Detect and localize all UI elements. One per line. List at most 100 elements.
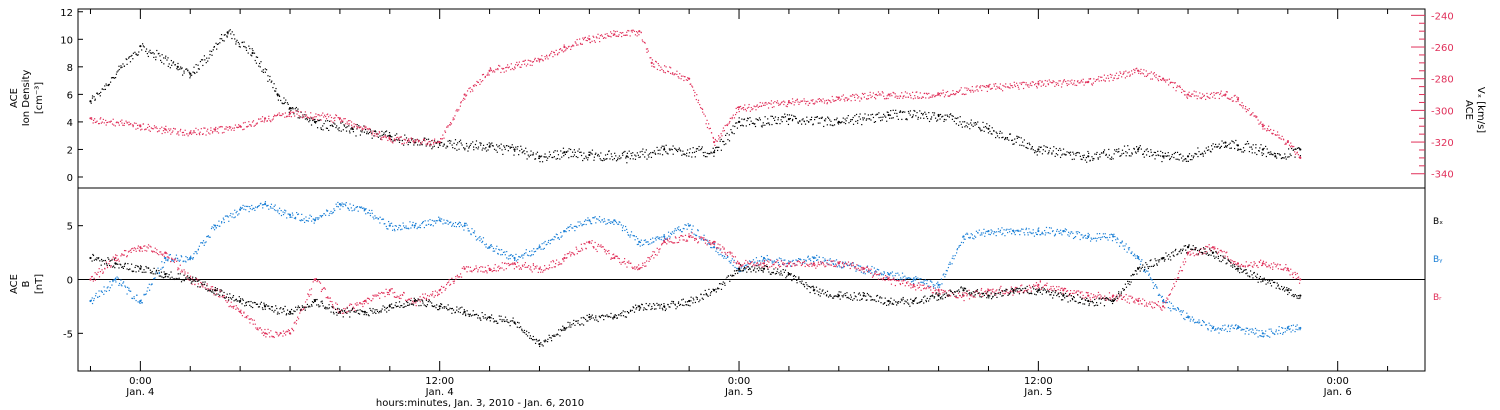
- vx-series-sample: [616, 30, 618, 33]
- ion-density-series-sample: [409, 141, 412, 144]
- by-series-sample: [376, 217, 378, 219]
- ion-density-series-sample: [439, 144, 441, 147]
- ion-density-series-sample: [164, 57, 167, 59]
- vx-series-sample: [795, 99, 797, 102]
- by-series-sample: [844, 261, 846, 263]
- ion-density-series-sample: [625, 157, 627, 159]
- vx-series-sample: [400, 136, 402, 138]
- vx-series-sample: [1032, 81, 1034, 83]
- vx-series-sample: [640, 32, 642, 34]
- vx-series-sample: [1060, 86, 1063, 88]
- vx-series-sample: [965, 93, 967, 95]
- by-series-sample: [991, 230, 993, 232]
- bz-series-sample: [436, 291, 438, 293]
- by-series-sample: [528, 254, 530, 257]
- ion-density-series-sample: [1242, 147, 1245, 149]
- vx-series-sample: [917, 97, 919, 99]
- bz-series-sample: [98, 276, 101, 278]
- vx-series-sample: [995, 88, 997, 90]
- ion-density-series-sample: [202, 59, 204, 61]
- bz-series-sample: [555, 263, 557, 265]
- ion-density-series-sample: [370, 130, 372, 132]
- by-series-sample: [1020, 230, 1022, 232]
- bz-series-sample: [497, 266, 499, 268]
- vx-series-sample: [474, 84, 476, 86]
- bz-series-sample: [471, 271, 473, 273]
- by-series-sample: [1109, 236, 1111, 239]
- ion-density-series-sample: [912, 116, 914, 118]
- vx-series-sample: [139, 124, 142, 126]
- x-tick-date: Jan. 6: [1323, 387, 1352, 398]
- vx-series-sample: [579, 38, 581, 40]
- bz-series-sample: [110, 265, 112, 267]
- ion-density-series-sample: [917, 118, 919, 120]
- vx-series-sample: [586, 40, 588, 42]
- by-series-sample: [780, 258, 782, 260]
- by-series-sample: [938, 286, 941, 288]
- ion-density-series-sample: [561, 156, 563, 158]
- by-series-sample: [339, 208, 341, 210]
- ion-density-series-sample: [938, 115, 940, 117]
- ion-density-series-sample: [622, 154, 624, 156]
- ion-density-series-sample: [837, 122, 839, 124]
- ion-density-series-sample: [891, 117, 893, 119]
- by-series-sample: [1273, 333, 1275, 335]
- ion-density-series-sample: [773, 117, 775, 119]
- by-series-sample: [257, 205, 259, 208]
- vx-series-sample: [609, 31, 612, 33]
- vx-series-sample: [219, 126, 221, 128]
- by-series-sample: [163, 257, 166, 259]
- vx-series-sample: [463, 97, 465, 99]
- ion-density-series-sample: [660, 147, 662, 149]
- by-series-sample: [177, 259, 179, 261]
- vx-series-sample: [1201, 93, 1204, 95]
- by-series-sample: [763, 261, 765, 263]
- by-series-sample: [327, 210, 329, 212]
- by-series-sample: [615, 220, 617, 222]
- vx-series-sample: [594, 41, 596, 43]
- ion-density-series-sample: [1299, 155, 1302, 157]
- bz-series-sample: [270, 330, 272, 332]
- by-series-sample: [1035, 232, 1037, 234]
- by-series-sample: [136, 294, 138, 296]
- vx-series-sample: [350, 121, 353, 123]
- by-series-sample: [475, 235, 477, 238]
- by-series-sample: [622, 225, 624, 227]
- vx-series-sample: [771, 106, 773, 109]
- by-series-sample: [855, 270, 857, 272]
- ion-density-series-sample: [730, 129, 732, 131]
- ion-density-series-sample: [577, 150, 579, 152]
- bz-series-sample: [487, 264, 489, 267]
- vx-series-sample: [693, 95, 696, 97]
- vx-series-sample: [234, 124, 237, 126]
- ion-density-series-sample: [367, 133, 369, 135]
- vx-series-sample: [856, 94, 859, 96]
- bz-series-sample: [445, 283, 448, 286]
- ion-density-series-sample: [902, 111, 904, 113]
- by-series-sample: [592, 217, 594, 219]
- ion-density-series-sample: [142, 45, 144, 47]
- by-series-sample: [898, 274, 900, 276]
- by-series-sample: [1128, 249, 1130, 251]
- ion-density-series-sample: [544, 153, 546, 155]
- by-series-sample: [454, 222, 457, 224]
- vx-series-sample: [722, 127, 725, 129]
- ion-density-series-sample: [532, 154, 534, 156]
- vx-series-sample: [837, 98, 839, 100]
- by-series-sample: [1240, 329, 1242, 331]
- vx-series-sample: [339, 121, 342, 123]
- ion-density-series-sample: [1295, 148, 1297, 151]
- by-series-sample: [590, 222, 592, 225]
- vx-series-sample: [983, 85, 986, 88]
- bz-series-sample: [112, 256, 114, 258]
- ion-density-series-sample: [1147, 150, 1149, 153]
- vx-series-sample: [144, 128, 146, 130]
- vx-series-sample: [1260, 121, 1262, 123]
- vx-series-sample: [475, 84, 477, 87]
- ion-density-series-sample: [456, 144, 458, 146]
- vx-series-sample: [854, 99, 856, 101]
- ion-density-series-sample: [145, 48, 148, 50]
- by-series-sample: [526, 254, 529, 256]
- ion-density-series-sample: [425, 145, 427, 147]
- ion-density-series-sample: [386, 135, 389, 137]
